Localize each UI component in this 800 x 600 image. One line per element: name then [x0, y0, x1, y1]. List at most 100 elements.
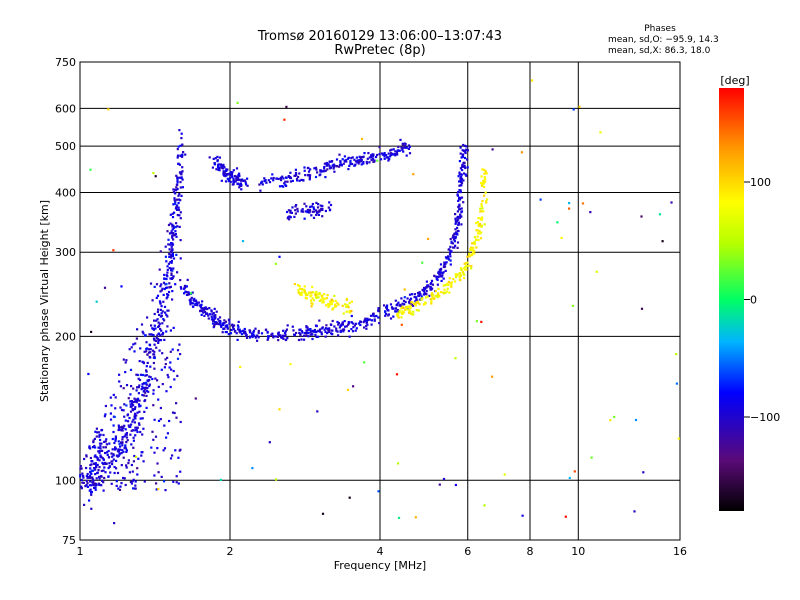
echo-point [121, 436, 124, 439]
echo-point [112, 393, 115, 396]
echo-point [304, 332, 307, 335]
echo-point [181, 178, 184, 181]
echo-point [143, 350, 146, 353]
echo-point [125, 359, 128, 362]
echo-point [300, 287, 303, 291]
echo-point [454, 221, 458, 224]
echo-point [145, 406, 148, 409]
echo-point [461, 271, 464, 274]
echo-point [161, 322, 164, 325]
echo-point [80, 478, 83, 481]
echo-point [428, 294, 431, 297]
echo-point [327, 303, 330, 306]
echo-point [225, 169, 228, 173]
echo-point [332, 307, 335, 310]
echo-point [322, 299, 325, 302]
echo-point [149, 282, 153, 285]
echo-point [98, 482, 101, 485]
echo-point [387, 152, 390, 155]
echo-point [460, 215, 463, 218]
echo-point [209, 313, 212, 316]
echo-point [460, 184, 463, 187]
echo-point [274, 262, 277, 265]
echo-point [169, 329, 172, 332]
echo-point [461, 149, 464, 152]
echo-point [79, 475, 82, 478]
echo-point [456, 246, 459, 249]
echo-point [141, 385, 144, 388]
echo-point [260, 332, 264, 335]
echo-point [320, 207, 323, 210]
echo-point [329, 323, 332, 326]
echo-point [389, 303, 393, 306]
echo-point [214, 314, 217, 317]
echo-point [457, 175, 460, 178]
echo-point [88, 484, 91, 487]
echo-point [333, 325, 336, 328]
echo-point [174, 230, 177, 233]
echo-point [121, 425, 124, 428]
echo-point [349, 161, 352, 164]
echo-point [401, 312, 404, 315]
echo-point [306, 329, 309, 332]
echo-point [227, 333, 230, 336]
echo-point [165, 274, 168, 277]
echo-point [480, 184, 483, 187]
echo-point [286, 337, 289, 340]
echo-point [164, 358, 167, 361]
echo-point [395, 151, 399, 154]
echo-point [121, 438, 124, 441]
echo-point [89, 168, 92, 171]
echo-point [133, 421, 136, 424]
echo-point [309, 174, 312, 177]
echo-point [160, 305, 163, 308]
echo-point [157, 419, 161, 422]
echo-point [324, 169, 327, 172]
echo-point [98, 483, 101, 486]
echo-point [283, 118, 286, 121]
echo-point [383, 304, 386, 307]
echo-point [114, 435, 117, 438]
echo-point [282, 177, 285, 180]
echo-point [400, 323, 403, 326]
echo-point [215, 310, 218, 313]
echo-point [401, 143, 404, 146]
echo-point [378, 146, 381, 149]
echo-point [130, 346, 133, 349]
echo-point [344, 160, 347, 163]
echo-point [237, 320, 240, 323]
echo-point [434, 289, 437, 293]
echo-point [254, 336, 257, 339]
echo-point [475, 246, 478, 249]
echo-point [170, 273, 173, 277]
echo-point [95, 300, 98, 303]
echo-point [145, 347, 149, 350]
echo-point [337, 303, 340, 306]
echo-point [447, 255, 450, 258]
echo-point [176, 208, 179, 211]
echo-point [153, 474, 156, 477]
echo-point [381, 153, 384, 156]
echo-point [403, 145, 406, 148]
echo-point [94, 473, 97, 476]
echo-point [330, 302, 333, 305]
echo-point [182, 287, 186, 290]
echo-point [165, 330, 168, 333]
echo-point [142, 361, 145, 364]
echo-point [110, 460, 113, 463]
echo-point [399, 138, 402, 141]
echo-point [222, 327, 225, 331]
echo-point [114, 439, 117, 442]
echo-point [182, 151, 185, 154]
echo-point [176, 187, 179, 191]
echo-point [482, 210, 485, 213]
echo-point [104, 471, 107, 474]
echo-point [317, 213, 320, 216]
echo-point [229, 171, 232, 174]
echo-point [640, 307, 644, 310]
echo-point [115, 467, 118, 470]
echo-point [146, 353, 149, 356]
echo-point [101, 479, 104, 482]
echo-point [362, 161, 365, 164]
echo-point [463, 164, 466, 167]
